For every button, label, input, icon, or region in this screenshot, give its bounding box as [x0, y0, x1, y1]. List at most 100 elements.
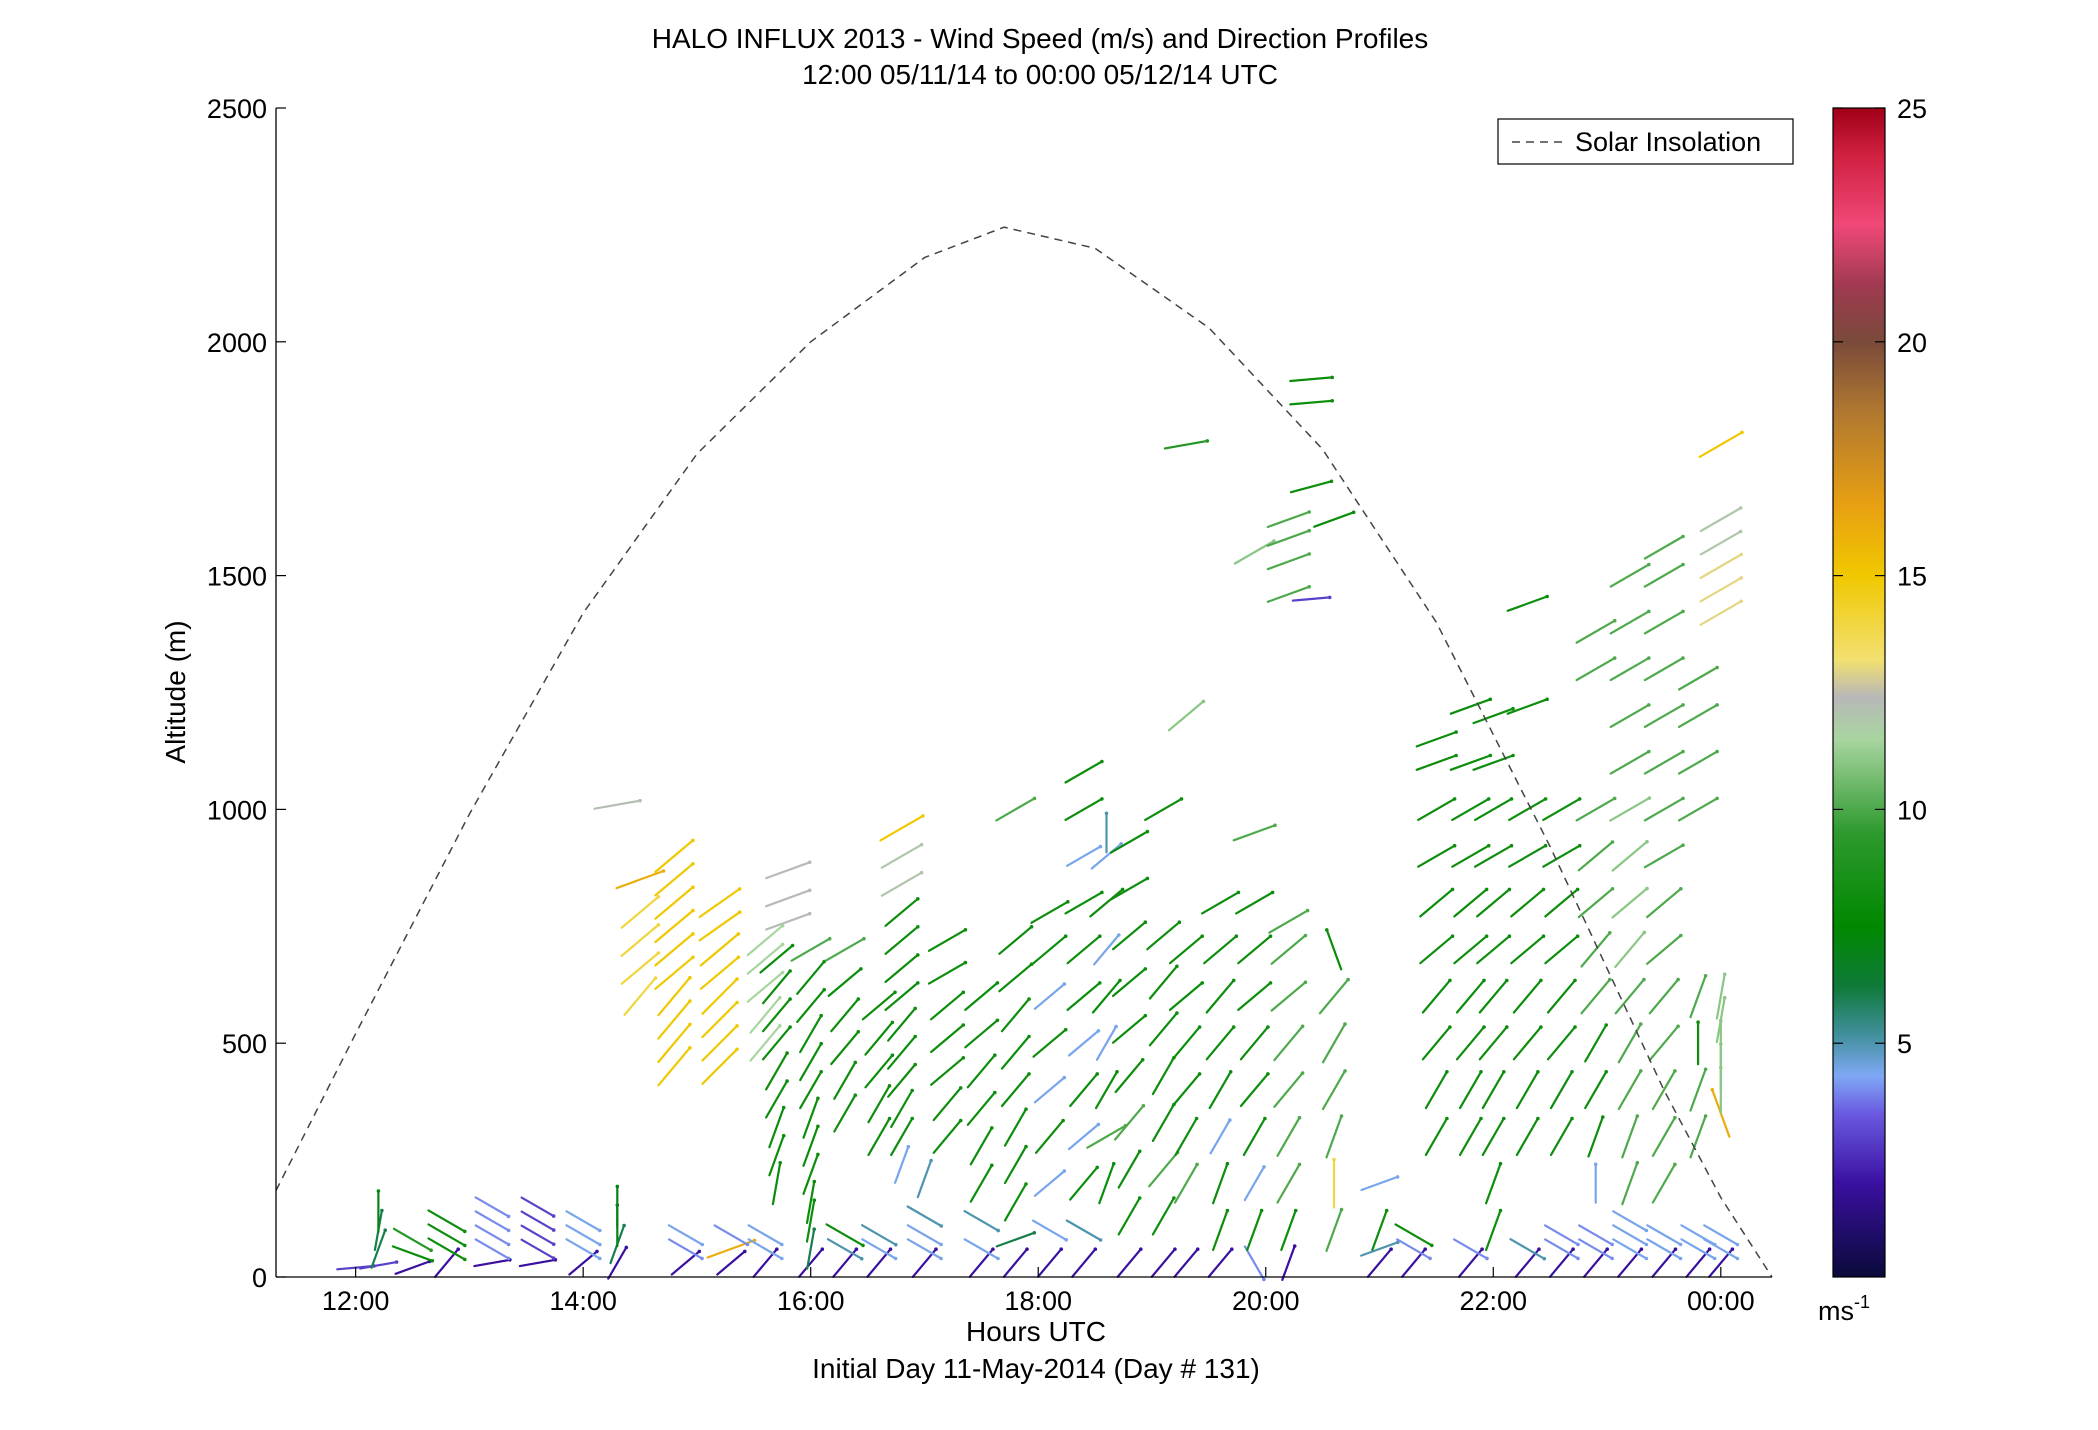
wind-barb-head [890, 1020, 895, 1025]
wind-barb-head [854, 1247, 859, 1251]
wind-barb-head [1297, 1162, 1302, 1167]
wind-barb [1614, 978, 1646, 1015]
wind-barb-head [1681, 703, 1685, 707]
wind-barb [1476, 935, 1511, 965]
wind-barb [520, 1224, 555, 1246]
wind-barb [1167, 700, 1205, 732]
wind-barb-head [1639, 1247, 1644, 1251]
wind-barb [1113, 1104, 1145, 1141]
wind-barb-head [887, 1116, 892, 1121]
wind-barb-head [996, 1256, 1000, 1261]
wind-barb [805, 1180, 816, 1225]
wind-barb-head [1647, 562, 1651, 567]
wind-barb [1032, 935, 1067, 965]
wind-barb-head [807, 860, 812, 865]
wind-barb-head [1339, 1114, 1344, 1118]
wind-barb [427, 1223, 466, 1247]
wind-barb-head [700, 1256, 704, 1261]
wind-barb-head [1059, 1247, 1063, 1251]
wind-barb [701, 1048, 739, 1086]
wind-barb-head [1225, 1161, 1230, 1166]
wind-barb [761, 969, 792, 1005]
wind-barb [654, 932, 695, 967]
wind-barb-head [691, 955, 695, 960]
colorbar-ticks: 5 10 15 20 25 [1833, 94, 1927, 1059]
wind-barb [474, 1224, 510, 1246]
wind-barb [1067, 1123, 1100, 1151]
wind-barb [1473, 797, 1513, 822]
wind-barb-head [1270, 890, 1275, 895]
wind-barb-head [1027, 997, 1031, 1001]
wind-barb [1000, 1035, 1031, 1070]
wind-barb [1325, 928, 1343, 971]
wind-barb-head [893, 1256, 898, 1261]
wind-barb [1171, 1072, 1201, 1108]
wind-barb [1067, 1029, 1100, 1057]
wind-barb-head [1536, 1070, 1540, 1074]
wind-barb-head [1032, 796, 1037, 801]
wind-barb-head [624, 1245, 629, 1250]
wind-barb [1148, 1151, 1179, 1188]
wind-barb [1174, 1117, 1198, 1157]
wind-barb-head [735, 1047, 739, 1052]
wind-barb-head [1119, 842, 1123, 846]
wind-barb [1151, 1056, 1176, 1096]
wind-barb-head [780, 1242, 784, 1247]
wind-barb [1033, 1076, 1066, 1104]
wind-barb-head [913, 1034, 917, 1039]
wind-barb-head [1639, 1069, 1643, 1073]
wind-barb [474, 1196, 510, 1218]
wind-barb [879, 814, 925, 842]
wind-barb-head [916, 953, 920, 957]
wind-barb [1144, 797, 1183, 822]
wind-barb-head [1575, 887, 1580, 892]
wind-barb-head [1448, 1025, 1452, 1029]
wind-barb-head [1293, 1208, 1298, 1213]
wind-barb [867, 1117, 891, 1157]
wind-barb [1481, 1117, 1505, 1157]
wind-barb [359, 1260, 398, 1270]
x-tick-label: 12:00 [322, 1286, 390, 1316]
wind-barb-head [788, 997, 792, 1001]
wind-barb-head [1303, 980, 1308, 985]
wind-barb-head [1673, 1069, 1677, 1073]
wind-barb [620, 895, 660, 929]
wind-barb-head [1062, 1075, 1067, 1080]
wind-barb [698, 911, 741, 942]
wind-barb [929, 1056, 965, 1086]
wind-barb-head [1197, 1072, 1202, 1076]
wind-barb [1360, 1175, 1399, 1192]
wind-barb-head [887, 1084, 892, 1088]
wind-barb-head [1205, 439, 1210, 443]
wind-barb-head [1576, 1256, 1580, 1261]
wind-barb-head [1297, 1115, 1302, 1120]
wind-barb-head [1330, 375, 1334, 380]
wind-barb-head [934, 1247, 938, 1251]
wind-barb-head [1539, 978, 1543, 983]
wind-barb-head [598, 1228, 602, 1233]
wind-barb [963, 1209, 1000, 1232]
wind-barb [830, 997, 860, 1033]
wind-barb [802, 1097, 820, 1139]
wind-barb-head [995, 1018, 1000, 1023]
wind-barb-head [1200, 981, 1204, 985]
wind-barb-head [1577, 843, 1582, 848]
wind-barb-head [963, 928, 968, 932]
wind-barb [797, 1248, 824, 1278]
wind-barb-head [958, 1086, 963, 1090]
wind-barb-head [1696, 1020, 1700, 1024]
wind-barb-head [622, 1223, 626, 1228]
wind-barb-head [1325, 928, 1329, 932]
wind-barb-head [1452, 843, 1457, 848]
wind-barb [796, 960, 826, 995]
wind-barb-head [1681, 843, 1685, 847]
wind-barb [1543, 1238, 1580, 1260]
wind-barb [964, 981, 999, 1012]
wind-barb-head [819, 1041, 823, 1046]
wind-barb-head [1066, 900, 1070, 904]
wind-barb [701, 1024, 739, 1062]
wind-barb-head [1273, 823, 1277, 828]
wind-barb-head [697, 1249, 702, 1254]
wind-barb [1366, 1248, 1393, 1278]
